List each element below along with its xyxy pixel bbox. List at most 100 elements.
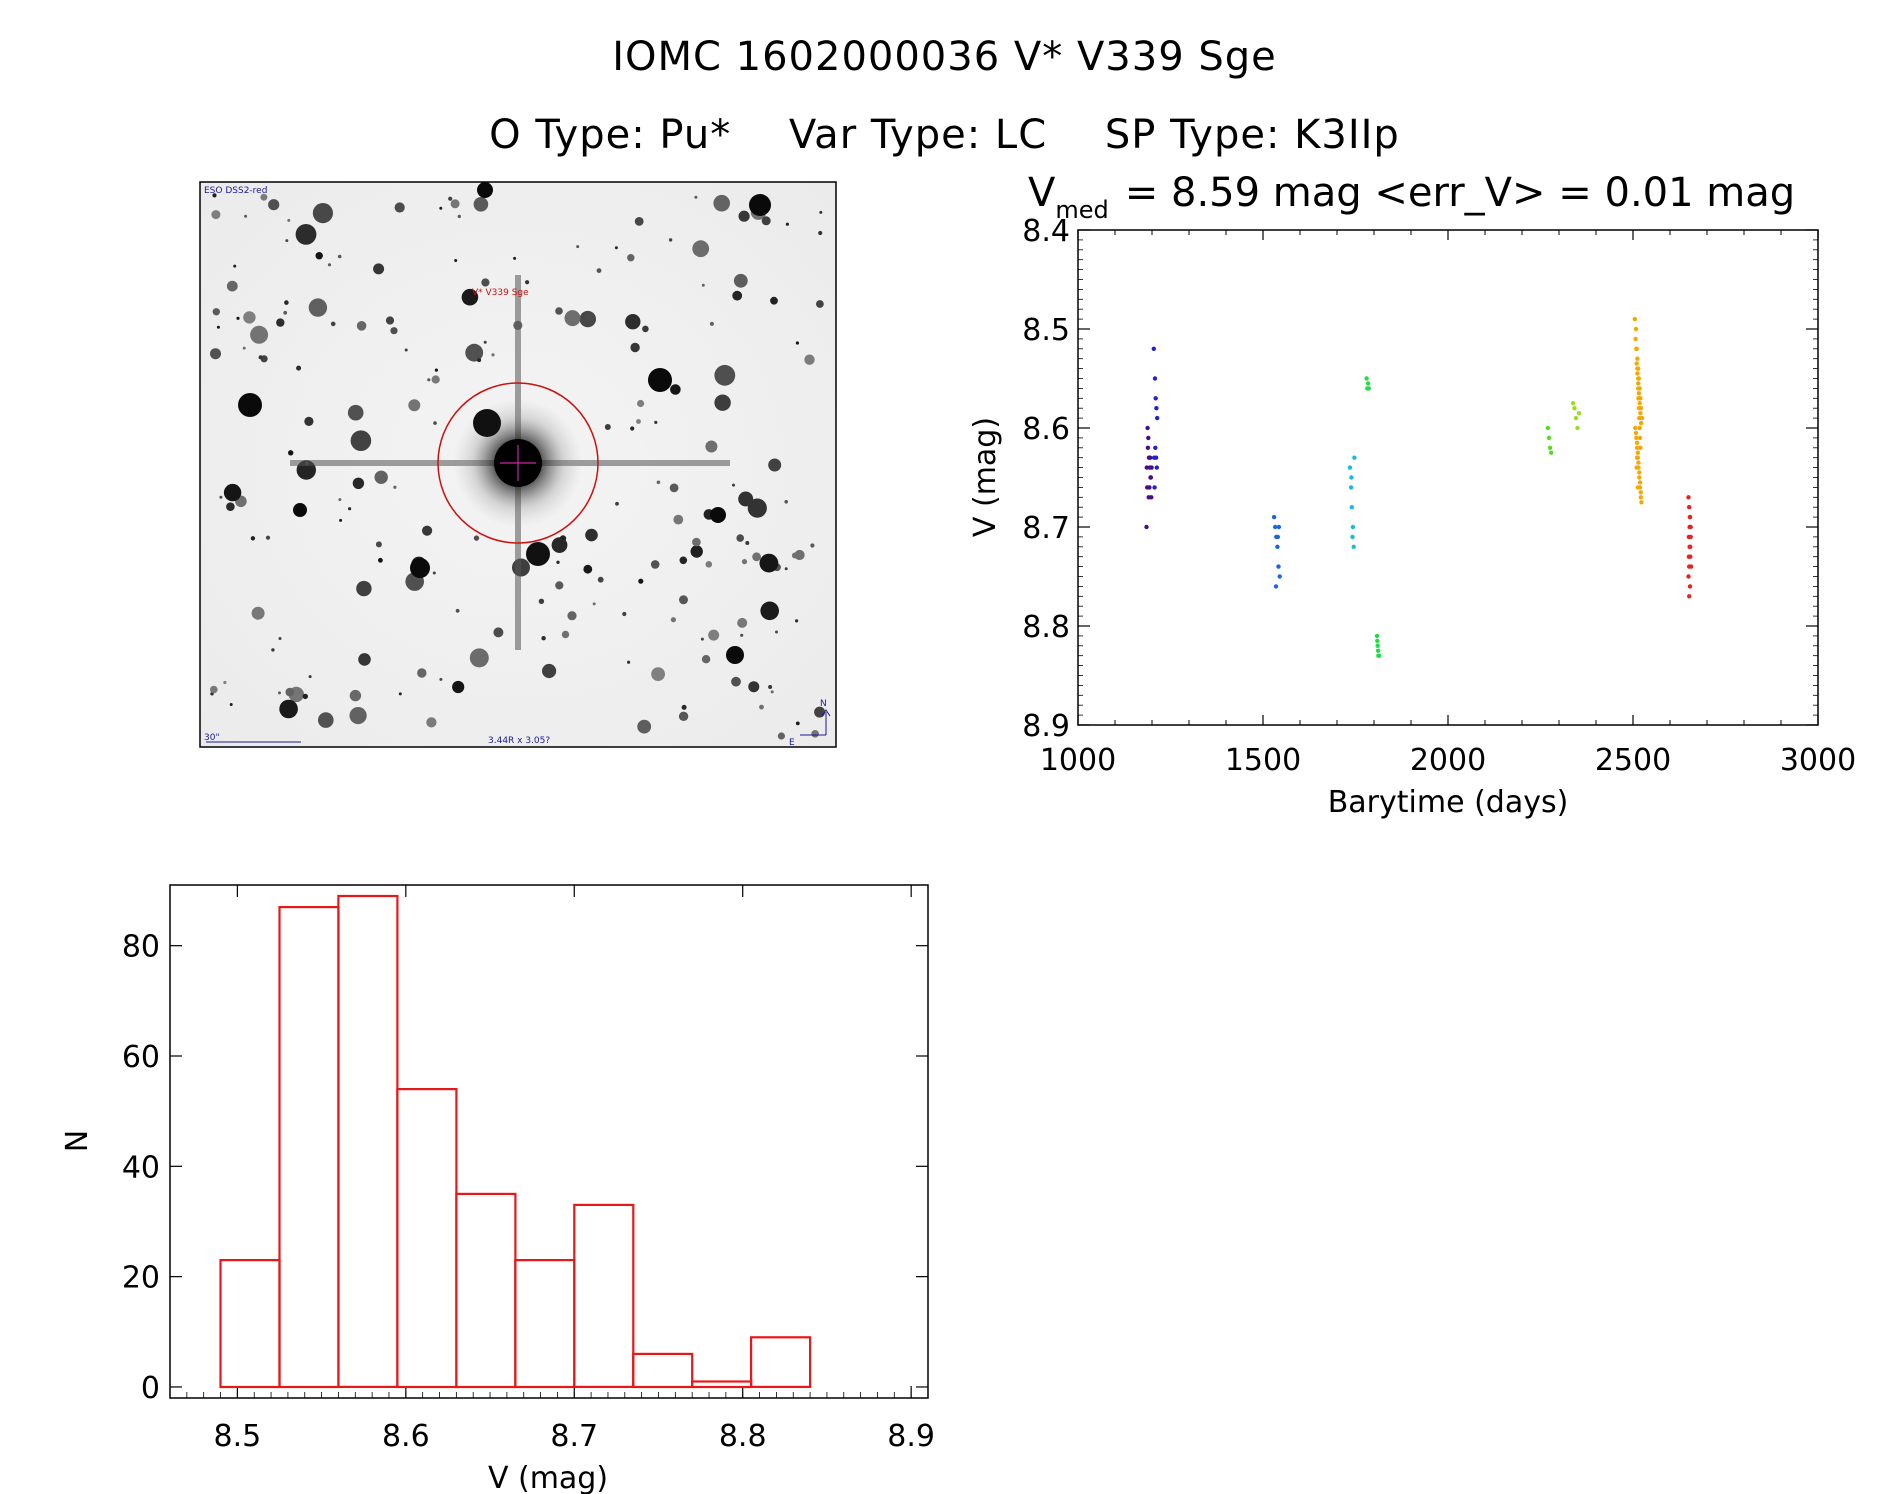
field-star (477, 358, 482, 363)
lc-x-tick-label: 2000 (1410, 743, 1486, 778)
field-star (448, 196, 453, 201)
lc-data-point (1351, 544, 1356, 549)
hist-bar (455, 1192, 517, 1389)
lc-data-point (1636, 406, 1642, 411)
lc-data-point (1570, 401, 1576, 406)
lc-data-point (1633, 326, 1639, 332)
field-star (679, 556, 688, 565)
field-star (308, 675, 312, 679)
field-star (784, 567, 788, 571)
field-star (226, 280, 238, 292)
field-star (216, 325, 220, 329)
field-star (642, 325, 649, 333)
lc-title-subscript: med (1055, 196, 1108, 224)
field-star (408, 399, 421, 412)
field-star (604, 424, 611, 430)
variability-type: Var Type: LC (788, 112, 1048, 158)
field-star (627, 254, 635, 262)
field-star (318, 712, 334, 728)
field-star (493, 627, 504, 638)
field-star (349, 707, 367, 725)
field-star (627, 660, 631, 664)
field-star (625, 314, 641, 330)
lc-data-point (1146, 435, 1151, 441)
field-star (576, 245, 580, 249)
field-star (426, 717, 437, 728)
target-label: V* V339 Sge (472, 288, 529, 298)
field-star (465, 343, 484, 362)
field-star (747, 498, 767, 518)
field-star (592, 602, 596, 606)
field-star (356, 580, 372, 597)
field-of-view-label: 3.44R x 3.05? (488, 736, 550, 746)
lc-data-point (1271, 514, 1277, 520)
field-star (732, 483, 735, 487)
field-star (585, 528, 598, 542)
field-star (242, 346, 246, 350)
field-star (622, 611, 627, 617)
lc-data-point (1145, 445, 1151, 450)
lc-data-point (1687, 564, 1692, 569)
field-star (226, 502, 235, 512)
field-star (212, 193, 217, 198)
field-star (461, 288, 479, 306)
field-star (352, 477, 365, 489)
field-star (654, 420, 658, 424)
field-star (768, 685, 773, 689)
lc-data-point (1144, 524, 1149, 530)
field-star (223, 680, 227, 685)
field-star (709, 321, 714, 326)
field-star (417, 668, 427, 678)
field-star (692, 537, 701, 547)
field-star (561, 630, 570, 639)
field-star (358, 653, 371, 666)
field-star (738, 210, 750, 222)
field-star (679, 595, 688, 605)
bright-field-star (726, 646, 744, 664)
field-star (455, 608, 460, 613)
field-star (210, 348, 221, 360)
lc-y-tick-label: 8.6 (1022, 412, 1070, 447)
lc-data-points (1144, 316, 1694, 658)
field-star (770, 296, 778, 305)
bright-field-star (410, 558, 430, 578)
field-star (339, 518, 343, 522)
field-star (692, 240, 710, 258)
field-star (541, 636, 546, 641)
field-star (804, 354, 815, 365)
field-star (356, 321, 367, 331)
bright-field-star (710, 507, 726, 523)
lc-data-point (1144, 465, 1150, 470)
lc-data-point (1633, 430, 1639, 436)
field-star (315, 252, 323, 260)
field-star (457, 214, 461, 219)
field-star (690, 545, 703, 558)
lc-data-point (1377, 653, 1382, 658)
field-star (651, 667, 665, 681)
lc-data-point (1375, 643, 1380, 648)
histogram-chart: 8.5 8.6 8.7 8.8 8.9 0 20 40 60 80 V (mag) N (60, 884, 935, 1494)
field-star (250, 325, 269, 344)
field-star (737, 617, 748, 628)
field-star (431, 375, 440, 384)
field-star (584, 312, 595, 324)
field-star (219, 495, 223, 499)
field-star (705, 561, 713, 568)
field-star (583, 564, 593, 574)
lc-data-point (1375, 638, 1380, 643)
hist-y-tick-label: 0 (141, 1371, 160, 1406)
hist-bar (278, 905, 340, 1389)
field-star (785, 222, 790, 226)
field-star (673, 514, 684, 525)
field-star (308, 298, 328, 317)
field-star (285, 687, 295, 697)
field-star (745, 541, 750, 545)
field-star (596, 268, 602, 273)
field-star (278, 637, 282, 640)
field-star (670, 384, 681, 395)
lc-data-point (1545, 425, 1551, 431)
lc-y-tick-label: 8.9 (1022, 709, 1070, 744)
field-star (284, 300, 289, 305)
lc-data-point (1366, 386, 1372, 391)
